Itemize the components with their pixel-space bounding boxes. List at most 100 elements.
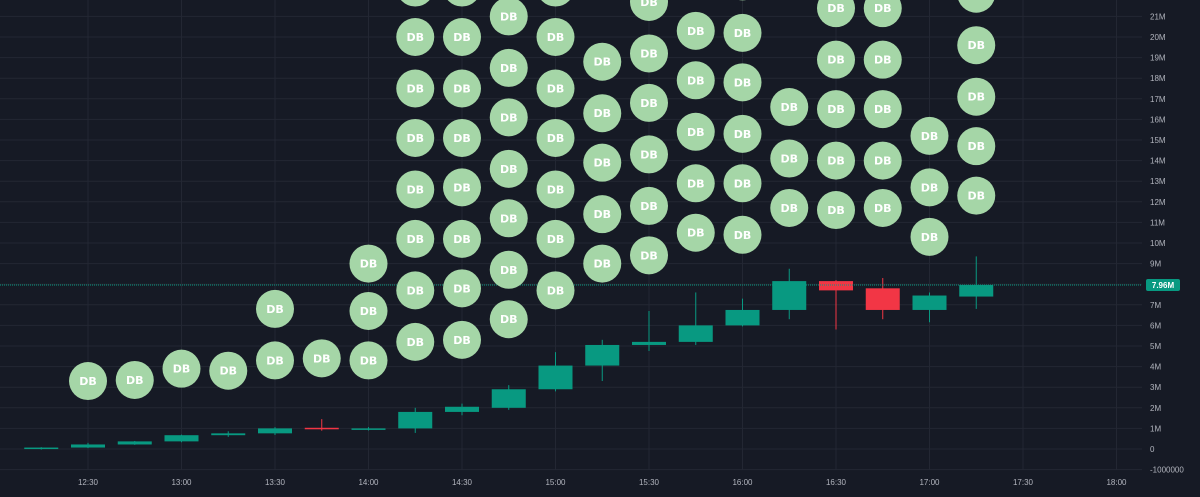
db-marker[interactable]: DB [349,341,388,380]
db-marker[interactable]: DB [396,271,435,310]
db-marker[interactable]: DB [910,217,949,256]
db-marker[interactable]: DB [910,116,949,155]
db-marker[interactable]: DB [817,90,855,129]
db-marker[interactable]: DB [957,77,996,116]
db-marker[interactable]: DB [536,18,575,56]
price-axis[interactable]: -100000001M2M3M4M5M6M7M8M9M10M11M12M13M1… [1146,12,1184,475]
db-marker[interactable]: DB [443,219,481,258]
candle[interactable] [585,339,620,382]
db-marker[interactable]: DB [957,127,996,166]
db-marker[interactable]: DB [489,199,528,238]
db-marker[interactable]: DB [443,69,481,108]
db-marker[interactable]: DB [536,118,575,157]
db-marker[interactable]: DB [115,360,154,399]
db-marker[interactable]: DB [817,0,855,28]
db-marker[interactable]: DB [536,170,575,209]
db-marker[interactable]: DB [723,215,762,254]
candle[interactable] [211,431,246,437]
db-marker[interactable]: DB [349,291,388,330]
candle[interactable] [117,440,152,445]
candle[interactable] [351,427,386,431]
db-marker[interactable]: DB [583,42,622,81]
candle[interactable] [678,292,713,345]
db-marker[interactable]: DB [443,320,481,359]
db-marker[interactable]: DB [630,135,668,174]
db-marker[interactable]: DB [69,362,107,401]
db-marker[interactable]: DB [489,250,528,289]
db-marker[interactable]: DB [396,18,435,56]
db-marker[interactable]: DB [817,191,855,230]
db-marker[interactable]: DB [630,83,668,122]
db-marker[interactable]: DB [723,63,762,102]
candle[interactable] [538,352,573,392]
db-marker[interactable]: DB [583,94,622,133]
candle[interactable] [445,403,479,416]
candle[interactable] [819,280,853,330]
db-marker[interactable]: DB [489,48,528,87]
candle[interactable] [398,407,433,433]
db-marker[interactable]: DB [583,244,622,283]
db-marker[interactable]: DB [863,188,902,227]
candle[interactable] [491,385,526,410]
db-marker[interactable]: DB [396,69,435,108]
candle[interactable] [24,447,59,450]
db-marker[interactable]: DB [676,213,715,252]
db-marker[interactable]: DB [630,0,668,21]
candle[interactable] [258,427,292,435]
db-marker[interactable]: DB [302,339,341,378]
candle[interactable] [772,268,807,320]
db-marker[interactable]: DB [536,271,575,310]
db-marker[interactable]: DB [957,176,996,215]
db-marker[interactable]: DB [537,0,575,7]
db-marker[interactable]: DB [630,34,668,73]
db-marker[interactable]: DB [863,141,902,180]
db-marker[interactable]: DB [536,69,575,108]
db-marker[interactable]: DB [676,164,715,203]
db-marker[interactable]: DB [489,149,528,188]
db-marker[interactable]: DB [396,0,434,7]
db-marker[interactable]: DB [489,98,528,137]
db-marker[interactable]: DB [256,289,294,328]
db-marker[interactable]: DB [770,188,809,227]
db-marker[interactable]: DB [723,114,762,153]
db-marker[interactable]: DB [443,118,481,157]
candle[interactable] [164,434,199,443]
candle[interactable] [725,298,760,327]
db-marker[interactable]: DB [630,186,668,225]
db-marker[interactable]: DB [583,195,622,234]
db-marker[interactable]: DB [723,164,762,203]
db-marker[interactable]: DB [676,112,715,151]
candle[interactable] [304,419,339,431]
db-marker[interactable]: DB [770,88,809,127]
db-marker[interactable]: DB [489,300,528,339]
db-marker[interactable]: DB [863,40,902,79]
db-marker[interactable]: DB [443,0,481,7]
db-marker[interactable]: DB [349,244,388,283]
db-marker[interactable]: DB [910,168,949,207]
db-marker[interactable]: DB [676,61,715,100]
db-marker[interactable]: DB [396,118,435,157]
db-marker[interactable]: DB [443,269,481,308]
db-marker[interactable]: DB [817,141,855,180]
db-marker[interactable]: DB [256,341,294,380]
db-marker[interactable]: DB [536,219,575,258]
db-marker[interactable]: DB [209,351,248,390]
db-marker[interactable]: DB [957,26,996,65]
candle[interactable] [71,442,105,449]
db-marker[interactable]: DB [770,139,809,178]
db-marker[interactable]: DB [863,90,902,129]
db-marker[interactable]: DB [723,13,762,52]
time-axis[interactable]: 12:30 13:00 13:30 14:00 14:30 15:00 15:30 16:00… [78,478,1127,487]
db-marker[interactable]: DB [396,322,435,361]
db-marker[interactable]: DB [957,0,995,13]
db-marker[interactable]: DB [396,170,435,209]
db-marker[interactable]: DB [817,40,855,79]
candle[interactable] [959,256,994,309]
db-marker[interactable]: DB [443,18,481,56]
db-marker[interactable]: DB [863,0,902,28]
db-marker[interactable]: DB [583,143,622,182]
candle[interactable] [632,310,666,351]
db-marker[interactable]: DB [443,168,481,207]
